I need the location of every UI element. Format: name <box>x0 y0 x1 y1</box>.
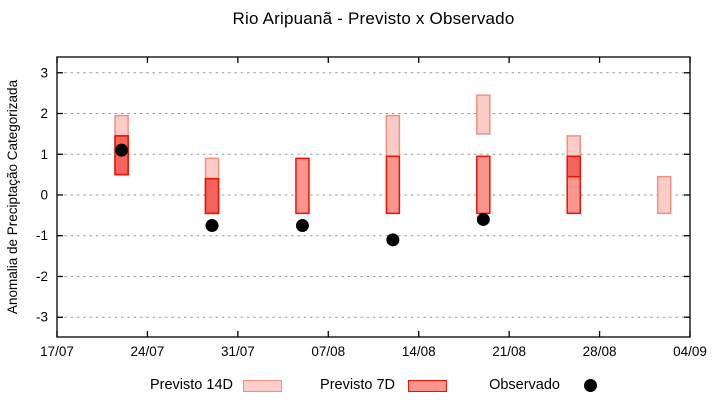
previsto-overlap-segment <box>566 155 581 178</box>
x-tick-label: 07/08 <box>311 344 345 359</box>
x-tick-label: 17/07 <box>40 344 74 359</box>
observado-dot <box>295 219 309 233</box>
y-tick-label: -3 <box>36 310 48 325</box>
legend-label-observado: Observado <box>489 377 560 393</box>
previsto-14d-bar <box>476 94 491 135</box>
y-tick-label: -2 <box>36 269 48 284</box>
x-tick-label: 24/07 <box>131 344 165 359</box>
previsto-14d-bar <box>385 114 401 158</box>
y-tick-label: 2 <box>40 106 48 121</box>
previsto-7d-bar <box>295 157 310 215</box>
legend-label-previsto-14d: Previsto 14D <box>149 377 233 393</box>
x-tick-label: 21/08 <box>492 344 526 359</box>
observado-dot <box>476 212 490 226</box>
previsto-7d-bar <box>385 155 401 215</box>
y-tick-label: 0 <box>40 188 48 203</box>
previsto-14d-swatch-icon <box>243 380 282 392</box>
y-axis-label: Anomalia de Preciptação Categorizada <box>5 79 20 314</box>
y-tick-label: 1 <box>40 147 48 162</box>
x-tick-label: 14/08 <box>402 344 436 359</box>
legend-label-previsto-7d: Previsto 7D <box>320 377 395 393</box>
previsto-overlap-segment <box>204 177 220 215</box>
observado-dot <box>386 233 400 247</box>
x-tick-label: 31/07 <box>221 344 255 359</box>
plot-border <box>56 56 691 338</box>
observado-dot <box>205 219 219 233</box>
observado-dot <box>115 143 129 157</box>
previsto-14d-bar <box>656 175 672 215</box>
y-tick-label: 3 <box>40 65 48 80</box>
previsto-7d-bar <box>476 155 491 215</box>
previsto-7d-swatch-icon <box>408 380 447 392</box>
chart-title: Rio Aripuanã - Previsto x Observado <box>232 9 515 28</box>
y-tick-label: -1 <box>36 228 48 243</box>
x-tick-label: 04/09 <box>673 344 707 359</box>
x-tick-label: 28/08 <box>583 344 617 359</box>
observado-dot-icon <box>584 379 597 392</box>
